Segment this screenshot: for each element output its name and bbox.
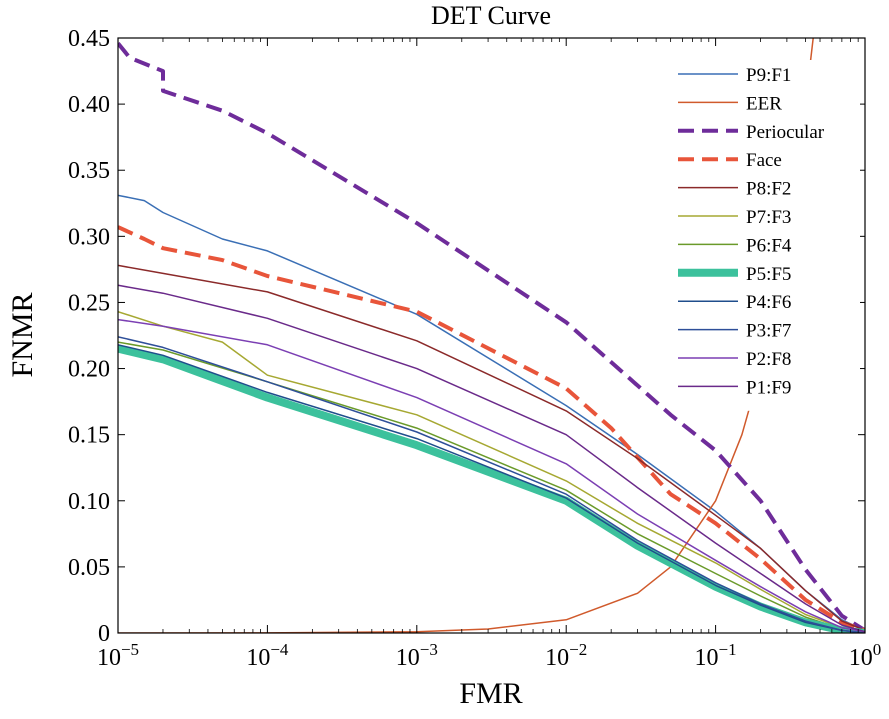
x-tick-label: 10−4: [246, 640, 289, 671]
series-line-p3-f7: [118, 336, 865, 633]
x-tick-label: 100: [849, 640, 882, 671]
legend: P9:F1 EER Periocular Face P8:F2 P7:F3 P6:F4 P5:…: [672, 60, 860, 411]
y-tick-label: 0.15: [68, 423, 110, 449]
legend-label: P4:F6: [746, 292, 791, 313]
x-tick-label: 10−1: [695, 640, 737, 671]
axes: 0 0.05 0.10 0.15 0.20 0.25 0.30 0.35 0.40 0.45 10−…: [68, 26, 881, 671]
series-line-p4-f6: [118, 344, 865, 633]
x-tick-label: 10−3: [396, 640, 438, 671]
series-line-p8-f2: [118, 264, 865, 632]
series-line-p2-f8: [118, 318, 865, 633]
x-tick-label: 10−2: [545, 640, 587, 671]
y-axis-label: FNMR: [6, 292, 39, 377]
y-tick-label: 0.35: [68, 158, 110, 184]
legend-label: P7:F3: [746, 207, 791, 228]
legend-label: P1:F9: [746, 377, 791, 398]
plot-area: [118, 38, 865, 633]
y-tick-label: 0.45: [68, 26, 110, 52]
legend-label: Face: [746, 150, 782, 171]
y-tick-label: 0.40: [68, 92, 110, 118]
y-tick-label: 0.20: [68, 357, 110, 383]
x-tick-label: 10−5: [97, 640, 139, 671]
y-tick-label: 0.05: [68, 555, 110, 581]
legend-label: P5:F5: [746, 264, 791, 285]
legend-label: P8:F2: [746, 179, 791, 200]
y-tick-label: 0.10: [68, 489, 110, 515]
legend-box: [672, 60, 860, 411]
series-line-periocular: [118, 42, 865, 633]
y-tick-label: 0: [98, 621, 110, 647]
legend-label: P3:F7: [746, 321, 791, 342]
axes-frame: [117, 37, 866, 634]
series-line-p1-f9: [118, 284, 865, 633]
legend-label: P2:F8: [746, 349, 791, 370]
legend-label: Periocular: [746, 122, 825, 143]
y-tick-label: 0.30: [68, 224, 110, 250]
legend-label: P6:F4: [746, 235, 792, 256]
x-axis-label: FMR: [459, 677, 522, 710]
chart-title: DET Curve: [431, 1, 551, 30]
series-line-p7-f3: [118, 310, 865, 633]
legend-label: P9:F1: [746, 65, 791, 86]
y-tick-label: 0.25: [68, 290, 110, 316]
series-line-face: [118, 225, 865, 633]
legend-label: EER: [746, 93, 782, 114]
